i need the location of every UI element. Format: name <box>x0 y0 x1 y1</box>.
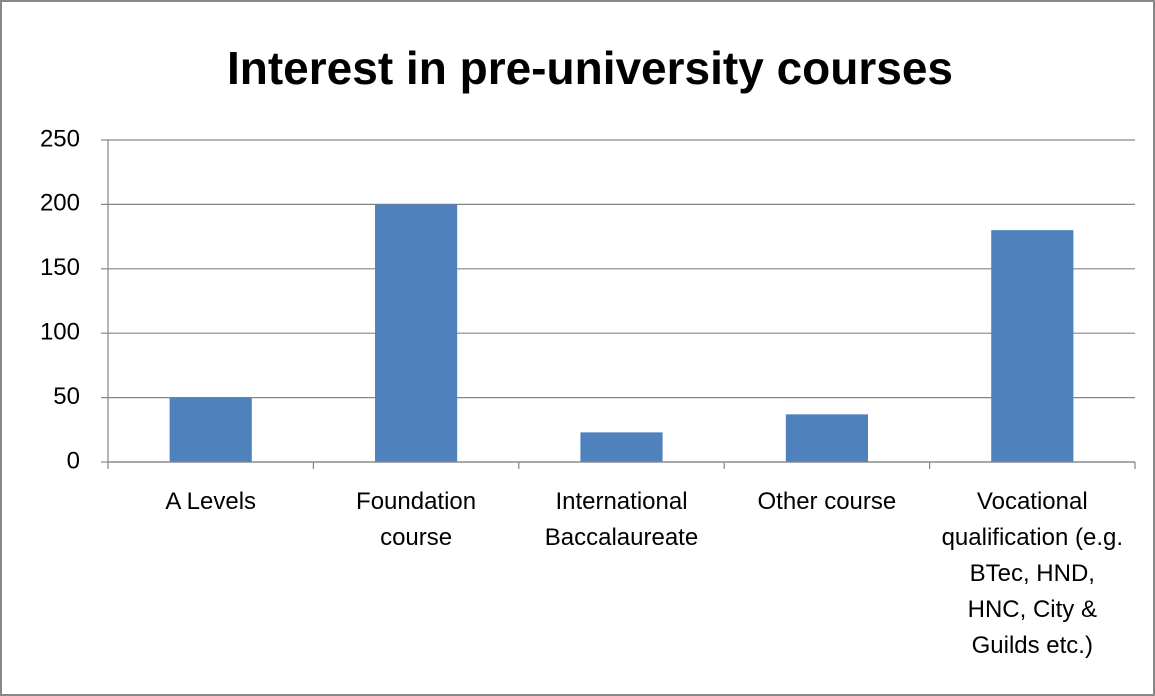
y-tick-label: 200 <box>40 190 80 217</box>
chart-title: Interest in pre-university courses <box>227 42 953 94</box>
bar <box>991 230 1074 462</box>
x-tick-label: Foundation course <box>356 488 477 551</box>
x-tick-label: Other course <box>757 488 897 515</box>
y-tick-label: 250 <box>40 125 80 152</box>
x-tick-label: Vocational qualification (e.g. BTec, HND… <box>941 488 1124 659</box>
y-tick-label: 100 <box>40 319 80 346</box>
x-tick-label: International Baccalaureate <box>544 488 699 551</box>
bar <box>580 432 663 462</box>
x-tick-label: A Levels <box>165 488 257 515</box>
bar <box>785 414 868 462</box>
y-tick-label: 0 <box>67 447 80 474</box>
y-tick-label: 50 <box>53 383 80 410</box>
y-tick-label: 150 <box>40 254 80 281</box>
bar <box>375 204 458 462</box>
bar <box>169 397 252 462</box>
